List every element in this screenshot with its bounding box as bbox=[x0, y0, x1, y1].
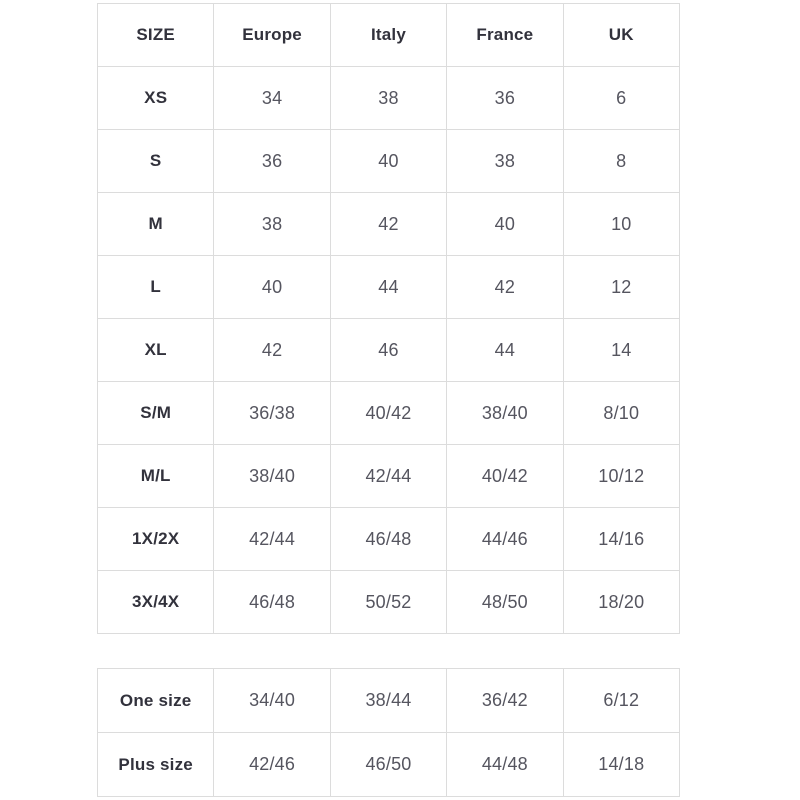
value-cell: 34 bbox=[213, 66, 331, 130]
size-label-cell: Plus size bbox=[96, 732, 215, 797]
value-cell: 42 bbox=[213, 318, 331, 382]
table-row: XS 34 38 36 6 bbox=[96, 66, 681, 130]
column-header: France bbox=[446, 3, 564, 67]
value-cell: 36 bbox=[446, 66, 564, 130]
value-cell: 48/50 bbox=[446, 570, 564, 634]
size-label-cell: S bbox=[96, 129, 215, 193]
table-row: L 40 44 42 12 bbox=[96, 255, 681, 319]
table-row: Plus size 42/46 46/50 44/48 14/18 bbox=[96, 732, 681, 797]
table-row: 3X/4X 46/48 50/52 48/50 18/20 bbox=[96, 570, 681, 634]
size-table-header: SIZE Europe Italy France UK bbox=[96, 3, 681, 67]
value-cell: 40 bbox=[446, 192, 564, 256]
value-cell: 14/18 bbox=[562, 732, 681, 797]
value-cell: 38 bbox=[329, 66, 448, 130]
header-row: SIZE Europe Italy France UK bbox=[96, 3, 681, 67]
value-cell: 42 bbox=[329, 192, 448, 256]
value-cell: 8 bbox=[562, 129, 681, 193]
value-cell: 44/46 bbox=[446, 507, 564, 571]
table-row: 1X/2X 42/44 46/48 44/46 14/16 bbox=[96, 507, 681, 571]
value-cell: 46/48 bbox=[213, 570, 331, 634]
size-label-cell: M bbox=[96, 192, 215, 256]
size-label-cell: XL bbox=[96, 318, 215, 382]
value-cell: 36/42 bbox=[446, 668, 564, 733]
table-row: One size 34/40 38/44 36/42 6/12 bbox=[96, 668, 681, 733]
column-header: UK bbox=[562, 3, 681, 67]
special-sizes-body: One size 34/40 38/44 36/42 6/12 Plus size 42/4… bbox=[96, 668, 681, 797]
table-row: XL 42 46 44 14 bbox=[96, 318, 681, 382]
value-cell: 46 bbox=[329, 318, 448, 382]
value-cell: 36 bbox=[213, 129, 331, 193]
value-cell: 18/20 bbox=[562, 570, 681, 634]
size-label-cell: XS bbox=[96, 66, 215, 130]
value-cell: 44/48 bbox=[446, 732, 564, 797]
value-cell: 42/44 bbox=[329, 444, 448, 508]
value-cell: 40 bbox=[213, 255, 331, 319]
size-label-cell: One size bbox=[96, 668, 215, 733]
table-row: M 38 42 40 10 bbox=[96, 192, 681, 256]
value-cell: 38/44 bbox=[329, 668, 448, 733]
value-cell: 42/46 bbox=[213, 732, 331, 797]
value-cell: 46/48 bbox=[329, 507, 448, 571]
size-label-cell: 3X/4X bbox=[96, 570, 215, 634]
value-cell: 50/52 bbox=[329, 570, 448, 634]
value-cell: 42/44 bbox=[213, 507, 331, 571]
size-guide: SIZE Europe Italy France UK XS 34 38 36 6 S 36 40 38… bbox=[96, 3, 681, 797]
column-header: SIZE bbox=[96, 3, 215, 67]
value-cell: 36/38 bbox=[213, 381, 331, 445]
value-cell: 8/10 bbox=[562, 381, 681, 445]
size-table-body: XS 34 38 36 6 S 36 40 38 8 M 38 42 40 10 L 40 44 42 12 XL 42 4… bbox=[96, 66, 681, 634]
value-cell: 14/16 bbox=[562, 507, 681, 571]
value-cell: 38/40 bbox=[446, 381, 564, 445]
size-label-cell: S/M bbox=[96, 381, 215, 445]
value-cell: 40/42 bbox=[446, 444, 564, 508]
value-cell: 10 bbox=[562, 192, 681, 256]
value-cell: 40 bbox=[329, 129, 448, 193]
value-cell: 14 bbox=[562, 318, 681, 382]
value-cell: 12 bbox=[562, 255, 681, 319]
value-cell: 46/50 bbox=[329, 732, 448, 797]
special-sizes-table: One size 34/40 38/44 36/42 6/12 Plus size 42/4… bbox=[96, 668, 681, 797]
size-label-cell: L bbox=[96, 255, 215, 319]
value-cell: 10/12 bbox=[562, 444, 681, 508]
value-cell: 38/40 bbox=[213, 444, 331, 508]
value-cell: 38 bbox=[446, 129, 564, 193]
column-header: Europe bbox=[213, 3, 331, 67]
size-label-cell: M/L bbox=[96, 444, 215, 508]
table-row: M/L 38/40 42/44 40/42 10/12 bbox=[96, 444, 681, 508]
value-cell: 34/40 bbox=[213, 668, 331, 733]
table-row: S/M 36/38 40/42 38/40 8/10 bbox=[96, 381, 681, 445]
value-cell: 44 bbox=[329, 255, 448, 319]
value-cell: 38 bbox=[213, 192, 331, 256]
size-conversion-table: SIZE Europe Italy France UK XS 34 38 36 6 S 36 40 38… bbox=[96, 3, 681, 634]
value-cell: 44 bbox=[446, 318, 564, 382]
value-cell: 6 bbox=[562, 66, 681, 130]
value-cell: 42 bbox=[446, 255, 564, 319]
value-cell: 6/12 bbox=[562, 668, 681, 733]
column-header: Italy bbox=[329, 3, 448, 67]
size-label-cell: 1X/2X bbox=[96, 507, 215, 571]
value-cell: 40/42 bbox=[329, 381, 448, 445]
table-row: S 36 40 38 8 bbox=[96, 129, 681, 193]
